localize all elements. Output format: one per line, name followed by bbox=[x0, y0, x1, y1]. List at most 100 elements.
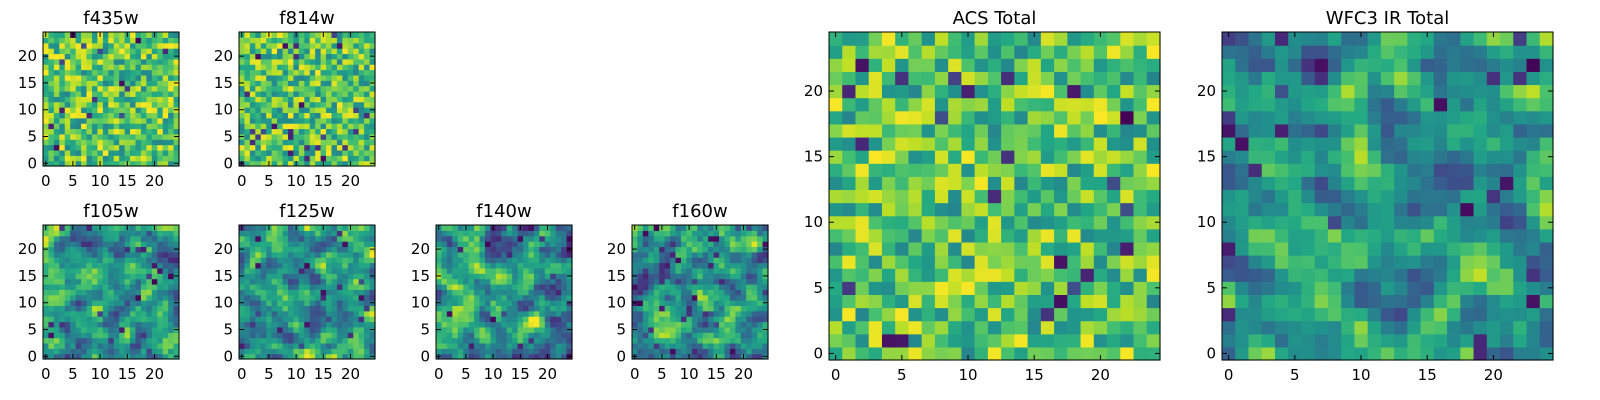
heatmap-cell bbox=[249, 225, 256, 231]
heatmap-cell bbox=[921, 202, 936, 217]
heatmap-cell bbox=[266, 300, 273, 306]
heatmap-cell bbox=[468, 273, 475, 280]
heatmap-cell bbox=[506, 310, 513, 317]
heatmap-cell bbox=[119, 64, 126, 71]
heatmap-cell bbox=[1054, 333, 1068, 348]
heatmap-cell bbox=[1040, 163, 1055, 177]
heatmap-cell bbox=[550, 262, 557, 269]
heatmap-cell bbox=[326, 53, 333, 60]
heatmap-cell bbox=[708, 262, 715, 269]
heatmap-cell bbox=[277, 32, 284, 38]
heatmap-cell bbox=[555, 353, 562, 360]
heatmap-cell bbox=[479, 273, 486, 280]
heatmap-cell bbox=[479, 283, 486, 290]
heatmap-cell bbox=[353, 348, 360, 355]
heatmap-cell bbox=[277, 58, 284, 65]
heatmap-cell bbox=[740, 273, 747, 280]
heatmap-cell bbox=[298, 144, 305, 151]
heatmap-cell bbox=[70, 267, 77, 274]
heatmap-cell bbox=[336, 37, 343, 44]
heatmap-cell bbox=[157, 42, 164, 49]
heatmap-cell bbox=[719, 267, 726, 274]
heatmap-cell bbox=[168, 300, 175, 306]
heatmap-cell bbox=[353, 107, 360, 113]
heatmap-cell bbox=[48, 273, 55, 280]
heatmap-cell bbox=[59, 289, 66, 296]
heatmap-cell bbox=[664, 348, 671, 355]
heatmap-cell bbox=[162, 353, 169, 360]
heatmap-cell bbox=[239, 48, 246, 55]
heatmap-cell bbox=[97, 230, 104, 237]
heatmap-cell bbox=[304, 144, 311, 151]
heatmap-cell bbox=[1133, 294, 1148, 309]
heatmap-cell bbox=[735, 316, 742, 323]
heatmap-cell bbox=[948, 84, 962, 99]
heatmap-cell bbox=[686, 305, 693, 312]
heatmap-cell bbox=[868, 189, 883, 204]
heatmap-cell bbox=[1248, 150, 1263, 164]
heatmap-cell bbox=[97, 235, 104, 242]
heatmap-cell bbox=[1248, 215, 1263, 230]
heatmap-cell bbox=[364, 53, 371, 60]
heatmap-cell bbox=[282, 257, 289, 264]
heatmap-cell bbox=[86, 144, 93, 151]
heatmap-cell bbox=[298, 128, 305, 135]
heatmap-cell bbox=[75, 139, 82, 146]
heatmap-cell bbox=[336, 160, 343, 167]
heatmap-cell bbox=[697, 316, 704, 323]
heatmap-cell bbox=[81, 133, 88, 140]
heatmap-cell bbox=[255, 58, 262, 65]
heatmap-cell bbox=[255, 342, 262, 349]
x-tick-label: 20 bbox=[341, 365, 360, 383]
heatmap-cell bbox=[135, 283, 142, 290]
heatmap-cell bbox=[266, 112, 273, 119]
heatmap-cell bbox=[353, 96, 360, 103]
heatmap-cell bbox=[277, 90, 284, 97]
heatmap-cell bbox=[173, 257, 180, 264]
heatmap-cell bbox=[1288, 163, 1303, 177]
heatmap-cell bbox=[680, 262, 687, 269]
heatmap-cell bbox=[637, 353, 644, 360]
heatmap-cell bbox=[113, 48, 120, 55]
heatmap-cell bbox=[293, 321, 300, 328]
heatmap-cell bbox=[309, 235, 316, 242]
heatmap-cell bbox=[277, 305, 284, 312]
heatmap-cell bbox=[146, 294, 153, 301]
heatmap-cell bbox=[490, 230, 497, 237]
heatmap-cell bbox=[75, 74, 82, 81]
heatmap-cell bbox=[309, 267, 316, 274]
x-tick-label: 5 bbox=[68, 365, 78, 383]
heatmap-cell bbox=[686, 300, 693, 306]
heatmap-cell bbox=[829, 346, 843, 361]
heatmap-cell bbox=[113, 348, 120, 355]
heatmap-cell bbox=[75, 225, 82, 231]
heatmap-cell bbox=[282, 241, 289, 248]
heatmap-cell bbox=[140, 246, 147, 253]
heatmap-cell bbox=[151, 53, 158, 60]
heatmap-cell bbox=[1014, 333, 1029, 348]
heatmap-cell bbox=[162, 74, 169, 81]
heatmap-cell bbox=[842, 150, 857, 164]
heatmap-cell bbox=[244, 251, 251, 258]
heatmap-cell bbox=[369, 144, 376, 151]
heatmap-cell bbox=[539, 257, 546, 264]
heatmap-cell bbox=[1001, 32, 1015, 46]
heatmap-cell bbox=[490, 262, 497, 269]
heatmap-cell bbox=[282, 69, 289, 76]
heatmap-cell bbox=[244, 300, 251, 306]
heatmap-cell bbox=[686, 348, 693, 355]
heatmap-cell bbox=[1080, 163, 1095, 177]
heatmap-cell bbox=[561, 241, 568, 248]
heatmap-cell bbox=[309, 332, 316, 339]
heatmap-cell bbox=[1314, 268, 1329, 282]
heatmap-cell bbox=[293, 144, 300, 151]
heatmap-cell bbox=[974, 255, 989, 269]
heatmap-cell bbox=[1367, 255, 1382, 269]
heatmap-cell bbox=[495, 267, 502, 274]
heatmap-cell bbox=[1367, 320, 1382, 335]
heatmap-cell bbox=[364, 107, 371, 113]
heatmap-cell bbox=[244, 241, 251, 248]
heatmap-cell bbox=[369, 32, 376, 38]
heatmap-cell bbox=[648, 289, 655, 296]
heatmap-cell bbox=[1067, 32, 1082, 46]
